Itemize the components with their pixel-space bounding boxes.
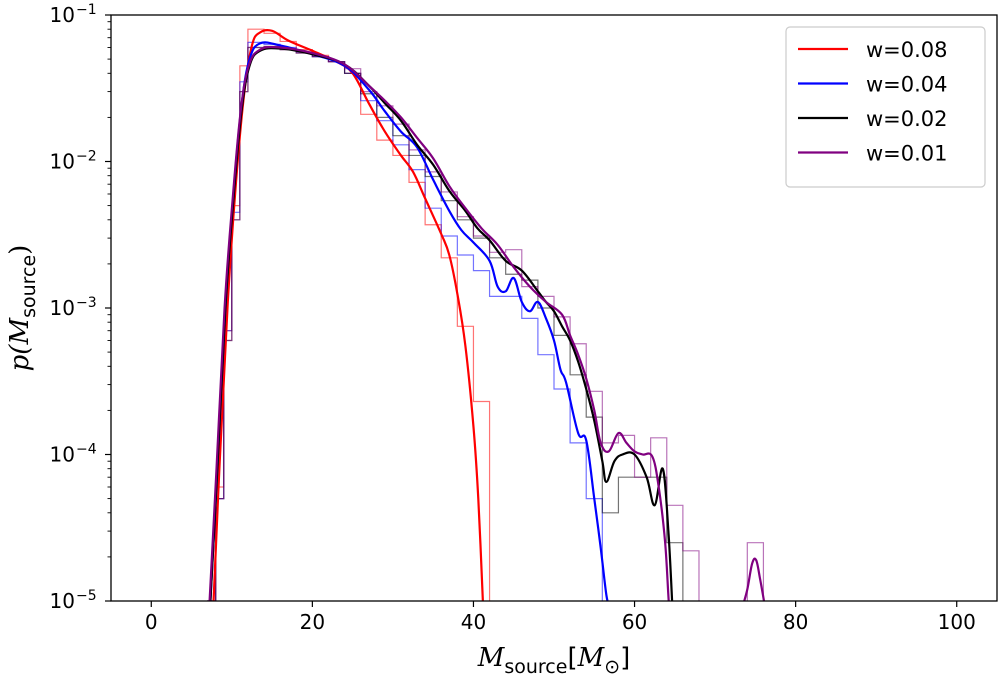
x-tick-label: 80 [783,610,808,634]
y-tick-label-exponent: −1 [76,2,97,18]
y-tick-label: 10 [50,3,75,27]
legend-label-4: w=0.01 [866,142,948,166]
x-tick-label: 0 [145,610,158,634]
legend: w=0.08 w=0.04 w=0.02 w=0.01 [785,26,986,188]
histogram-2 [207,41,603,601]
y-tick-label: 10 [50,589,75,613]
x-tick-label: 100 [938,610,976,634]
x-axis-label: Msource[M⊙] [477,643,631,674]
kde-layer [208,28,766,601]
y-tick-label: 10 [50,443,75,467]
y-tick-label: 10 [50,150,75,174]
histogram-4-extra [746,542,765,601]
y-tick-label-exponent: −3 [76,295,97,311]
y-tick-label: 10 [50,296,75,320]
y-axis-ticks: 10−510−410−310−210−1 [50,2,111,613]
legend-box [785,26,986,188]
kde-curve-1 [212,28,484,601]
kde-curve-4 [208,45,670,601]
histogram-1 [207,28,491,601]
legend-label-3: w=0.02 [866,107,948,131]
x-axis-ticks: 0 20 40 60 80 100 [145,601,976,634]
y-tick-label-exponent: −2 [76,149,97,165]
histogram-3 [207,45,684,601]
kde-curve-3 [209,47,674,601]
y-axis-label: p(Msource) [5,245,40,372]
x-tick-label: 40 [461,610,486,634]
legend-label-2: w=0.04 [866,73,948,97]
histogram-layer [207,28,765,601]
x-tick-label: 60 [622,610,647,634]
legend-label-1: w=0.08 [866,38,948,62]
y-tick-label-exponent: −5 [76,588,97,604]
x-tick-label: 20 [300,610,325,634]
y-tick-label-exponent: −4 [76,442,97,458]
histogram-4 [207,45,700,601]
kde-curve-4-part2 [743,557,766,601]
